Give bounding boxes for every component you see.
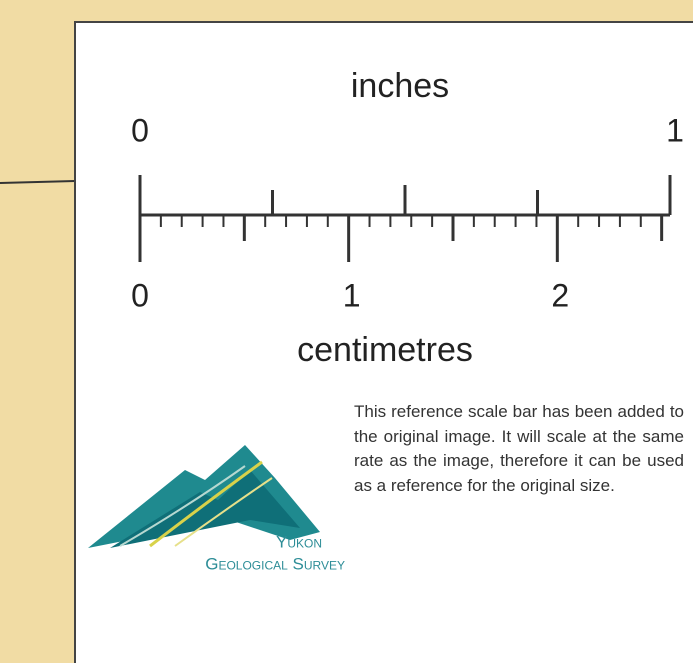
logo-line1: Yukon [276, 532, 322, 551]
cm-label: 1 [343, 277, 361, 313]
paper-edge [0, 180, 76, 184]
cm-label: 0 [131, 277, 149, 313]
inch-label: 1 [666, 112, 684, 148]
top-label: inches [351, 67, 449, 105]
inch-label: 0 [131, 112, 149, 148]
panel [74, 21, 693, 663]
logo-mark [88, 445, 320, 548]
cm-label: 2 [551, 277, 569, 313]
ticks [138, 175, 672, 262]
logo-line2: Geological Survey [205, 554, 345, 573]
bottom-label: centimetres [297, 331, 473, 369]
note: This reference scale bar has been added … [354, 402, 684, 495]
